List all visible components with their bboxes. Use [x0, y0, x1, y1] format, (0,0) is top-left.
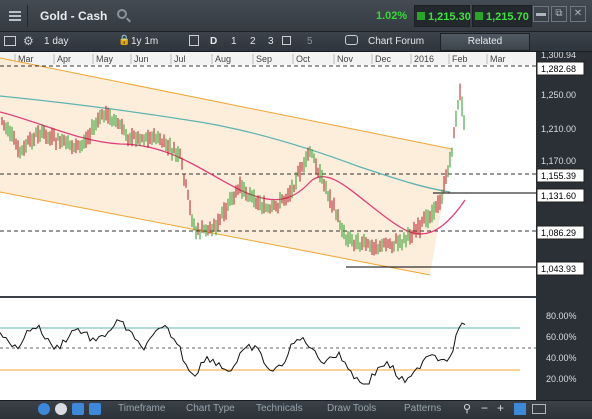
popout-icon[interactable]: ⧉: [551, 6, 567, 22]
channel-lower-line: [0, 191, 431, 276]
tick-bg: [537, 122, 584, 135]
level-tag: [536, 61, 585, 76]
channel-fill: [0, 58, 452, 275]
tab-patterns[interactable]: Patterns: [404, 403, 442, 414]
x-tick-label: Sep: [256, 54, 272, 64]
buy-quote-button[interactable]: 1,215.70: [472, 5, 532, 27]
y-tick-label: 1,086.29: [541, 228, 576, 238]
print-icon[interactable]: [89, 403, 101, 415]
y-axis-labels: 1,300.94 1,282.68 1,250.00 1,210.00 1,170.00…: [536, 52, 585, 276]
chat-icon[interactable]: [345, 35, 358, 45]
range-select[interactable]: 1y 1m: [131, 36, 159, 47]
sell-quote-button[interactable]: 1,215.30: [414, 5, 471, 27]
x-tick-label: Dec: [375, 54, 392, 64]
related-button[interactable]: Related: [440, 33, 530, 51]
bid-price: 1,215.30: [428, 11, 471, 23]
chart-type-d[interactable]: D: [210, 36, 218, 47]
level-tag: [536, 188, 585, 203]
level-tag: [536, 225, 585, 240]
x-tick-label: Oct: [296, 54, 311, 64]
channel-upper-line: [0, 57, 453, 150]
osc-tick-label: 60.00%: [546, 332, 577, 342]
chart-forum-button[interactable]: Chart Forum: [368, 36, 425, 47]
bottom-toolbar: [0, 400, 592, 419]
zoom-out-icon[interactable]: −: [481, 401, 489, 415]
x-tick-label: Aug: [215, 54, 231, 64]
month-strip: [0, 52, 536, 65]
x-tick-label: Nov: [337, 54, 354, 64]
x-tick-label: Feb: [452, 54, 468, 64]
candlestick-series: [1, 83, 465, 256]
tick-bg: [537, 154, 584, 167]
oscillator-line: [0, 319, 466, 385]
level-tag: [536, 261, 585, 276]
x-tick-label: Jul: [174, 54, 186, 64]
ma-long-line: [0, 95, 451, 193]
y-tick-label: 1,210.00: [541, 124, 576, 134]
export-icon[interactable]: [72, 403, 84, 415]
close-icon[interactable]: ✕: [570, 6, 586, 22]
y-tick-label: 1,300.94: [541, 52, 576, 60]
tick-bg: [537, 88, 584, 101]
ask-price: 1,215.70: [486, 11, 529, 23]
y-tick-label: 1,131.60: [541, 191, 576, 201]
refresh-icon[interactable]: [38, 403, 50, 415]
menu-icon[interactable]: [2, 5, 28, 27]
tab-technicals[interactable]: Technicals: [256, 403, 303, 414]
instrument-title: Gold - Cash: [40, 9, 108, 23]
x-tick-label: Mar: [18, 54, 34, 64]
x-tick-label: May: [96, 54, 114, 64]
y-tick-label: 1,043.93: [541, 264, 576, 274]
settings-icon[interactable]: ⚙: [23, 34, 34, 48]
lock-icon[interactable]: 🔒: [118, 35, 131, 46]
buy-indicator-icon: [475, 12, 483, 20]
minimize-icon[interactable]: ▬: [533, 6, 549, 22]
clear-icon[interactable]: [55, 403, 67, 415]
layout-1-button[interactable]: 1: [231, 36, 237, 47]
x-tick-label: Mar: [490, 54, 506, 64]
level-tag: [536, 168, 585, 183]
osc-tick-label: 80.00%: [546, 311, 577, 321]
screen-icon[interactable]: [4, 36, 16, 46]
fullscreen-icon[interactable]: [514, 403, 526, 415]
calendar-icon[interactable]: [189, 35, 199, 46]
y-tick-label: 1,155.39: [541, 171, 576, 181]
interval-select[interactable]: 1 day: [44, 36, 69, 47]
x-tick-label: Apr: [57, 54, 71, 64]
y-tick-label: 1,250.00: [541, 90, 576, 100]
x-tick-label: 2016: [414, 54, 434, 64]
oscillator-pane: [0, 298, 536, 400]
price-chart[interactable]: Mar Apr May Jun Jul Aug Sep Oct Nov Dec 2016 Feb Mar…: [0, 52, 592, 400]
x-axis-labels: Mar Apr May Jun Jul Aug Sep Oct Nov Dec 2016 Feb Mar: [14, 54, 506, 64]
y-tick-label: 1,170.00: [541, 156, 576, 166]
layout-2-button[interactable]: 2: [250, 36, 256, 47]
layout-3-button[interactable]: 3: [268, 36, 274, 47]
tick-bg: [537, 52, 584, 61]
tab-chart-type[interactable]: Chart Type: [186, 403, 235, 414]
ma-short-line: [0, 111, 466, 235]
y-tick-label: 1,282.68: [541, 64, 576, 74]
search-icon[interactable]: [117, 9, 127, 19]
tab-timeframe[interactable]: Timeframe: [118, 403, 166, 414]
zoom-in-icon[interactable]: +: [497, 401, 505, 415]
window-icon[interactable]: [532, 404, 546, 414]
osc-tick-label: 20.00%: [546, 374, 577, 384]
oscillator-axis-labels: 80.00% 60.00% 40.00% 20.00%: [546, 311, 577, 384]
osc-tick-label: 40.00%: [546, 353, 577, 363]
sell-indicator-icon: [417, 12, 425, 20]
x-tick-label: Jun: [134, 54, 149, 64]
title-bar: Gold - Cash 1.02% 1,215.30 1,215.70 ▬ ⧉ …: [0, 0, 592, 32]
price-change: 1.02%: [376, 10, 408, 22]
tab-draw-tools[interactable]: Draw Tools: [327, 403, 377, 414]
layout-custom-icon[interactable]: [282, 36, 291, 45]
layout-5-button[interactable]: 5: [307, 36, 313, 47]
zoom-icon[interactable]: ⚲: [463, 403, 472, 415]
